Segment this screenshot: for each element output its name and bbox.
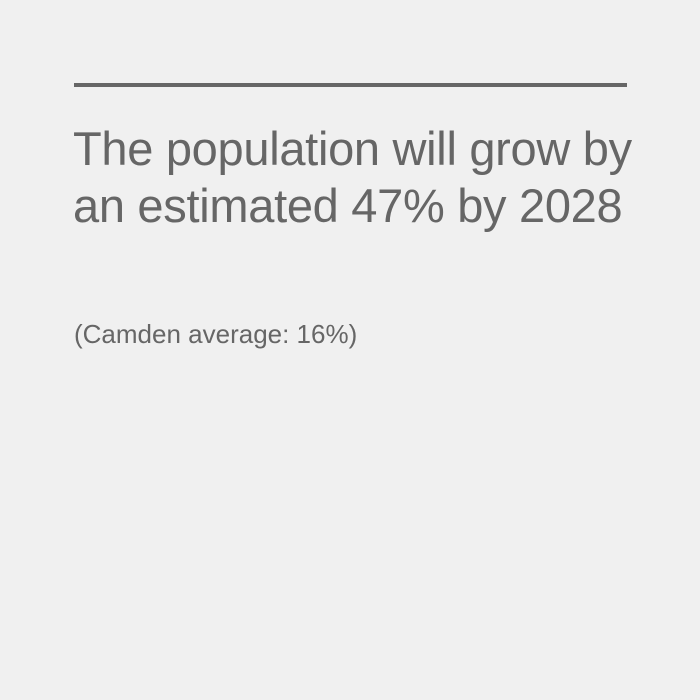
comparison-note: (Camden average: 16%) (74, 319, 358, 349)
headline: The population will grow by an estimated… (73, 122, 632, 232)
divider-rule (74, 83, 627, 87)
